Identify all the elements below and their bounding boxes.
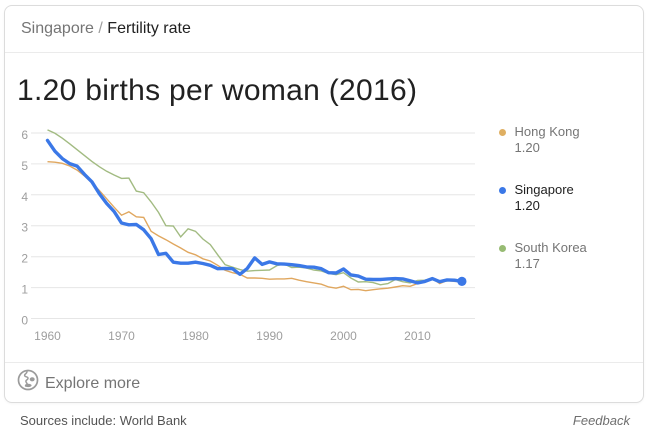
svg-text:1970: 1970 — [108, 329, 135, 343]
svg-text:2000: 2000 — [330, 329, 357, 343]
svg-text:3: 3 — [21, 221, 28, 235]
svg-text:1990: 1990 — [256, 329, 283, 343]
svg-text:5: 5 — [21, 159, 28, 173]
svg-text:0: 0 — [21, 314, 28, 328]
svg-text:1960: 1960 — [34, 329, 61, 343]
svg-text:1: 1 — [21, 283, 28, 297]
svg-text:2010: 2010 — [404, 329, 431, 343]
svg-text:1980: 1980 — [182, 329, 209, 343]
svg-text:6: 6 — [21, 128, 28, 142]
svg-text:4: 4 — [21, 190, 28, 204]
svg-text:2: 2 — [21, 252, 28, 266]
